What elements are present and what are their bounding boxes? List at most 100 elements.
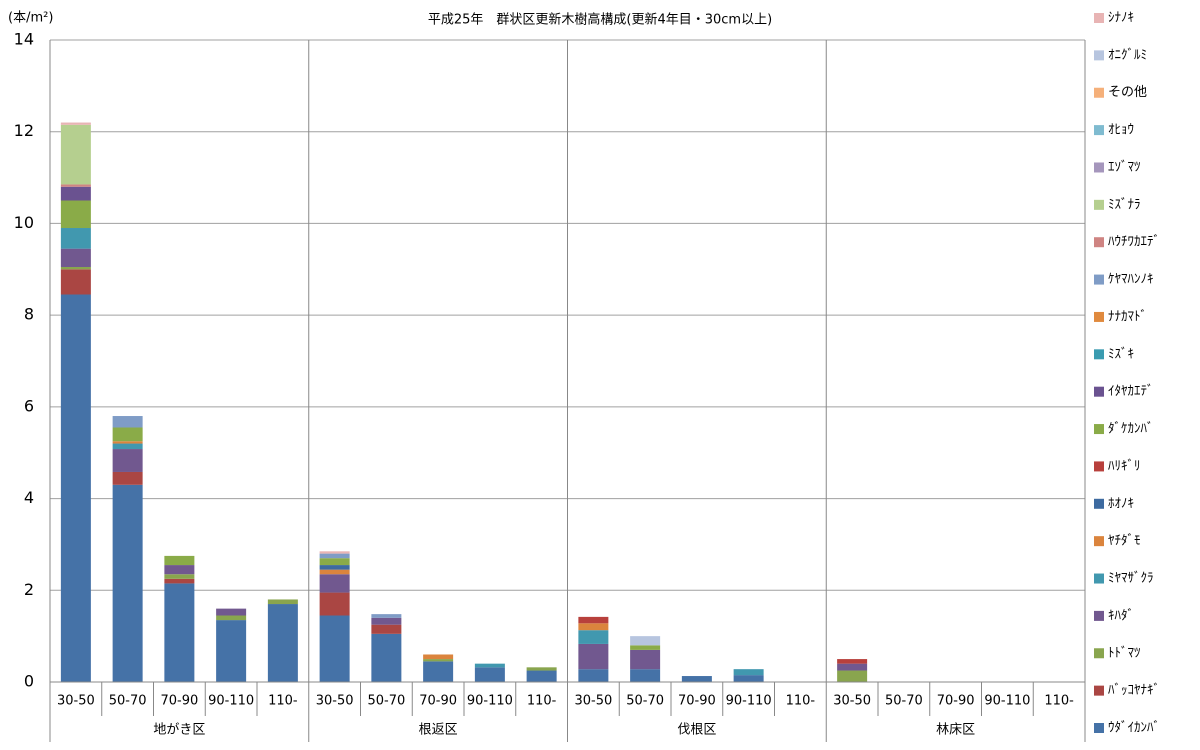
x-tick-label: 50-70 [626,694,664,709]
bar-segment [112,449,143,472]
x-tick-label: 110- [268,694,298,709]
bar-segment [112,416,143,428]
legend-label: ﾊﾘｷﾞﾘ [1108,459,1141,474]
legend-swatch [1094,13,1104,23]
bar-segment [733,675,764,682]
legend-label: ﾐﾔﾏｻﾞｸﾗ [1108,571,1154,586]
bar-segment [630,649,661,670]
bar-segment [681,676,712,682]
bar-segment [267,604,298,682]
bar-segment [60,124,91,185]
y-tick-label: 14 [14,30,34,49]
bar-segment [371,633,402,682]
legend-label: ｴｿﾞﾏﾂ [1108,160,1141,175]
legend-swatch [1094,199,1104,210]
y-axis-label: (本/m²) [8,11,53,26]
legend-label: ｷﾊﾀﾞ [1108,608,1134,623]
x-tick-label: 70-90 [678,694,716,709]
legend-label: ﾎｵﾉｷ [1108,496,1134,511]
legend-swatch [1094,610,1104,621]
bar-segment [630,636,661,646]
legend-label: ｵﾆｸﾞﾙﾐ [1108,48,1147,63]
y-tick-label: 6 [24,396,34,415]
x-tick-label: 110- [527,694,557,709]
x-tick-label: 50-70 [885,694,923,709]
x-tick-label: 50-70 [109,694,147,709]
bar-segment [60,122,91,125]
bar-segment [319,574,350,593]
bar-segment [578,669,609,682]
bar-segment [733,669,764,676]
bar-segment [423,661,454,682]
bar-segment [578,623,609,631]
legend-swatch [1094,573,1104,584]
x-tick-label: 30-50 [316,694,354,709]
legend-swatch [1094,685,1104,696]
x-tick-label: 90-110 [984,694,1030,709]
bar-segment [474,663,505,668]
legend-swatch [1094,274,1104,285]
legend-label: その他 [1108,85,1147,100]
bar-segment [164,578,195,584]
legend-label: ﾊﾞｯｺﾔﾅｷﾞ [1108,683,1160,698]
bar-segment [164,574,195,579]
legend-label: ﾄﾄﾞﾏﾂ [1108,646,1141,661]
legend-label: ﾐｽﾞｷ [1108,347,1134,362]
x-tick-label: 110- [1044,694,1074,709]
bar-segment [319,551,350,554]
group-label: 林床区 [936,723,975,738]
legend-swatch [1094,50,1104,61]
legend-label: ｳﾀﾞｲｶﾝﾊﾞ [1108,721,1160,736]
bar-segment [837,663,868,671]
bar-segment [319,558,350,566]
legend-swatch [1094,461,1104,472]
bar-segment [164,555,195,566]
legend-swatch [1094,498,1104,509]
x-tick-label: 90-110 [467,694,513,709]
bar-segment [60,294,91,682]
bar-segment [267,599,298,605]
group-label: 根返区 [419,723,458,738]
bar-segment [474,667,505,682]
bar-segment [526,667,557,671]
x-tick-label: 30-50 [833,694,871,709]
bar-segment [319,592,350,616]
bar-segment [60,248,91,267]
chart-title: 平成25年 群状区更新木樹高構成(更新4年目・30cm以上) [428,12,772,28]
bar-segment [371,614,402,618]
legend-swatch [1094,237,1104,248]
bar-segment [319,565,350,570]
x-tick-label: 70-90 [937,694,975,709]
bar-segment [630,669,661,682]
bar-segment [526,670,557,682]
bar-segment [60,266,91,270]
x-tick-label: 30-50 [57,694,95,709]
legend-label: ｲﾀﾔｶｴﾃﾞ [1108,384,1154,399]
bar-segment [319,569,350,575]
bar-segment [112,471,143,485]
bar-segment [319,553,350,559]
bar-segment [112,427,143,442]
bar-segment [578,616,609,624]
legend-swatch [1094,424,1104,435]
legend-swatch [1094,311,1104,322]
bar-segment [216,608,247,616]
legend-swatch [1094,125,1104,136]
bar-segment [60,228,91,249]
bar-segment [423,659,454,662]
legend-swatch [1094,162,1104,173]
x-tick-label: 70-90 [419,694,457,709]
legend-swatch [1094,648,1104,659]
bar-segment [60,184,91,187]
y-tick-label: 2 [24,580,34,599]
bar-segment [216,615,247,621]
legend-swatch [1094,723,1104,733]
bar-segment [112,441,143,444]
bar-segment [578,643,609,670]
bar-segment [216,620,247,682]
bar-segment [371,624,402,634]
bar-segment [164,565,195,575]
x-tick-label: 70-90 [160,694,198,709]
x-tick-label: 90-110 [208,694,254,709]
